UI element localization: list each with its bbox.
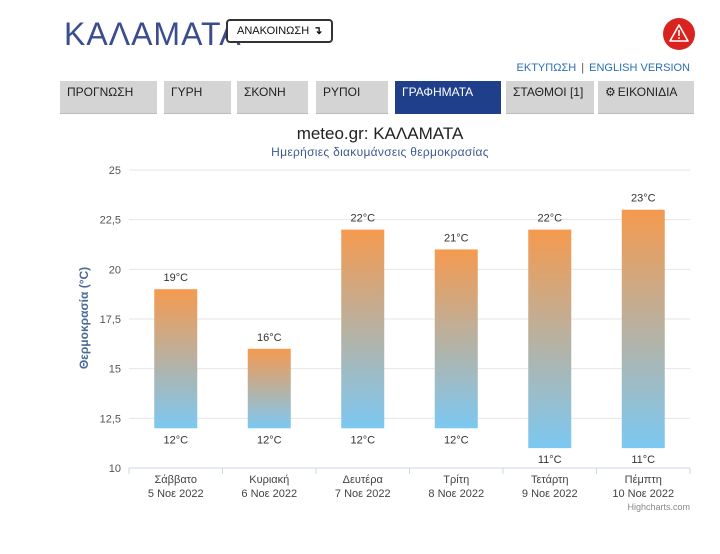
high-temp-label: 23°C [631,193,656,205]
x-tick-date-label: 9 Νοε 2022 [522,488,578,500]
tab-icons[interactable]: ⚙ ΕΙΚΟΝΙΔΙΑ [598,81,694,114]
y-tick-label: 20 [109,264,121,276]
x-tick-day-label: Σάββατο [155,474,197,486]
y-tick-label: 15 [109,364,121,376]
y-tick-label: 22,5 [100,215,121,227]
highcharts-credits[interactable]: Highcharts.com [627,502,690,512]
temperature-range-bar[interactable] [621,209,665,449]
tab-label: ΣΚΟΝΗ [244,85,286,99]
arrow-down-icon: ↴ [313,25,323,37]
high-temp-label: 16°C [257,332,282,344]
x-tick-day-label: Δευτέρα [343,474,384,486]
low-temp-label: 12°C [257,434,282,446]
gear-icon: ⚙ [605,85,616,99]
tab-label: ΡΥΠΟΙ [323,85,361,99]
y-tick-label: 12,5 [100,413,121,425]
print-link[interactable]: ΕΚΤΥΠΩΣΗ [516,62,577,74]
tab-label: ΓΥΡΗ [171,85,203,99]
y-axis-title: Θερμοκρασία (°C) [77,267,91,369]
tab-forecast[interactable]: ΠΡΟΓΝΩΣΗ [60,81,157,114]
english-version-link[interactable]: ENGLISH VERSION [589,62,690,74]
temperature-range-bar[interactable] [341,229,385,429]
y-tick-label: 10 [109,463,121,475]
tab-pollen[interactable]: ΓΥΡΗ [164,81,231,114]
temperature-range-bar[interactable] [247,348,291,429]
chart-title: meteo.gr: ΚΑΛΑΜΑΤΑ [296,124,464,143]
tab-label: ΣΤΑΘΜΟΙ [1] [513,85,584,99]
low-temp-label: 12°C [163,434,188,446]
x-tick-day-label: Τρίτη [443,474,469,486]
link-separator: | [581,62,585,74]
low-temp-label: 12°C [444,434,469,446]
high-temp-label: 22°C [350,213,375,225]
y-tick-label: 25 [109,165,121,177]
x-tick-date-label: 8 Νοε 2022 [428,488,484,500]
temperature-range-bar[interactable] [434,249,478,429]
y-tick-label: 17,5 [100,314,121,326]
tab-pollutants[interactable]: ΡΥΠΟΙ [316,81,388,114]
nav-tabs: ΠΡΟΓΝΩΣΗ ΓΥΡΗ ΣΚΟΝΗ ΡΥΠΟΙ ΓΡΑΦΗΜΑΤΑ ΣΤΑΘ… [60,81,700,114]
high-temp-label: 21°C [444,232,469,244]
low-temp-label: 11°C [538,454,562,466]
temperature-range-bar[interactable] [528,229,572,449]
high-temp-label: 22°C [537,213,562,225]
chart-subtitle: Ημερήσιες διακυμάνσεις θερμοκρασίας [271,145,489,159]
tab-label: ΕΙΚΟΝΙΔΙΑ [617,85,678,99]
high-temp-label: 19°C [163,272,188,284]
low-temp-label: 11°C [631,454,655,466]
top-links: ΕΚΤΥΠΩΣΗ | ENGLISH VERSION [517,62,690,74]
low-temp-label: 12°C [350,434,375,446]
tab-stations[interactable]: ΣΤΑΘΜΟΙ [1] [506,81,594,114]
x-tick-date-label: 7 Νοε 2022 [335,488,391,500]
tab-label: ΓΡΑΦΗΜΑΤΑ [402,85,474,99]
temperature-range-bar[interactable] [154,289,198,429]
x-tick-day-label: Πέμπτη [625,474,662,486]
warning-triangle-icon[interactable] [663,18,695,50]
announcement-button[interactable]: ΑΝΑΚΟΙΝΩΣΗ ↴ [226,19,334,43]
x-tick-date-label: 6 Νοε 2022 [241,488,297,500]
tab-charts[interactable]: ΓΡΑΦΗΜΑΤΑ [395,81,501,114]
tab-label: ΠΡΟΓΝΩΣΗ [67,85,134,99]
x-tick-date-label: 5 Νοε 2022 [148,488,204,500]
x-tick-day-label: Κυριακή [249,474,289,486]
city-title: ΚΑΛΑΜΑΤΑ [64,16,242,52]
announcement-label: ΑΝΑΚΟΙΝΩΣΗ [237,25,310,37]
x-tick-date-label: 10 Νοε 2022 [612,488,674,500]
tab-dust[interactable]: ΣΚΟΝΗ [237,81,308,114]
x-tick-day-label: Τετάρτη [531,474,569,486]
